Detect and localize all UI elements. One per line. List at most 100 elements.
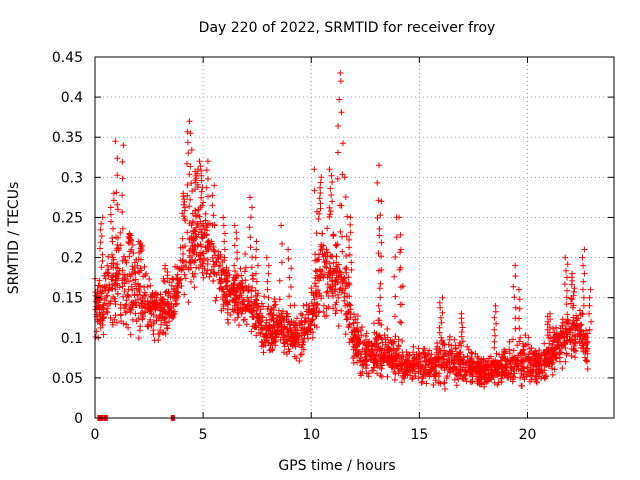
data-point bbox=[133, 256, 140, 263]
data-point bbox=[202, 244, 209, 251]
data-point-peak bbox=[317, 200, 324, 207]
data-point-peak bbox=[231, 262, 238, 269]
data-point bbox=[113, 273, 120, 280]
data-point bbox=[224, 316, 231, 323]
data-point-peak bbox=[337, 70, 344, 76]
data-point bbox=[218, 272, 225, 278]
data-point bbox=[481, 372, 488, 379]
data-point bbox=[582, 336, 589, 343]
data-point bbox=[296, 342, 303, 349]
data-point-peak bbox=[586, 326, 593, 333]
data-point bbox=[549, 371, 556, 378]
data-point bbox=[357, 370, 364, 377]
data-point bbox=[328, 278, 335, 285]
data-point bbox=[462, 367, 468, 374]
data-point bbox=[162, 331, 169, 337]
data-point bbox=[278, 323, 285, 330]
data-point bbox=[543, 356, 550, 362]
data-point bbox=[514, 352, 521, 359]
data-point bbox=[499, 354, 506, 361]
data-point bbox=[571, 333, 578, 340]
data-point bbox=[141, 263, 148, 270]
data-point bbox=[117, 229, 124, 236]
data-point bbox=[238, 280, 245, 287]
data-point bbox=[410, 366, 417, 373]
data-point bbox=[430, 382, 437, 388]
data-point bbox=[322, 258, 329, 265]
y-tick-label: 0.05 bbox=[52, 371, 83, 387]
data-point-peak bbox=[397, 231, 404, 238]
data-point-peak bbox=[458, 329, 465, 335]
data-point bbox=[146, 304, 153, 311]
data-point bbox=[484, 358, 491, 364]
data-point-peak bbox=[164, 269, 171, 275]
data-point bbox=[114, 290, 121, 297]
data-point bbox=[197, 249, 204, 256]
data-point bbox=[563, 326, 570, 333]
data-point bbox=[475, 362, 482, 369]
data-point bbox=[349, 338, 356, 345]
data-point bbox=[139, 303, 146, 310]
data-point bbox=[100, 313, 107, 320]
data-point bbox=[119, 257, 126, 264]
data-point bbox=[249, 307, 256, 314]
data-point bbox=[373, 361, 380, 368]
data-point-peak bbox=[113, 189, 120, 196]
data-point-peak bbox=[233, 235, 240, 242]
data-point bbox=[272, 330, 279, 337]
data-point bbox=[207, 270, 214, 277]
data-point-peak bbox=[161, 278, 168, 285]
data-point-peak bbox=[231, 222, 238, 229]
data-point-peak bbox=[510, 283, 517, 290]
data-point bbox=[330, 231, 337, 238]
data-point bbox=[356, 334, 363, 341]
data-point-peak bbox=[316, 210, 323, 217]
data-point bbox=[107, 300, 114, 307]
data-point bbox=[341, 297, 348, 304]
data-point bbox=[367, 353, 374, 360]
data-point-peak bbox=[458, 310, 465, 317]
data-point bbox=[109, 235, 116, 241]
data-point bbox=[249, 272, 256, 279]
data-point bbox=[331, 268, 338, 275]
data-point bbox=[426, 356, 433, 363]
data-point bbox=[415, 351, 422, 358]
data-point bbox=[141, 284, 148, 291]
data-point-peak bbox=[98, 264, 105, 271]
data-point-peak bbox=[346, 244, 353, 251]
data-point-peak bbox=[342, 194, 349, 200]
data-point bbox=[510, 374, 517, 381]
data-point-peak bbox=[329, 198, 336, 205]
data-point bbox=[311, 322, 318, 329]
data-point bbox=[551, 346, 558, 353]
data-point bbox=[313, 257, 320, 264]
data-point bbox=[584, 358, 591, 365]
data-point bbox=[95, 282, 102, 289]
data-point bbox=[176, 279, 183, 286]
data-point bbox=[211, 261, 218, 268]
data-point bbox=[426, 347, 433, 354]
data-point bbox=[122, 257, 129, 264]
data-point bbox=[410, 349, 417, 356]
data-point bbox=[237, 304, 244, 311]
data-point bbox=[568, 353, 575, 359]
data-point bbox=[314, 256, 321, 263]
data-point bbox=[240, 296, 247, 303]
data-point bbox=[329, 283, 336, 289]
data-point bbox=[156, 301, 163, 308]
data-point bbox=[390, 340, 397, 347]
data-point-peak bbox=[348, 266, 355, 273]
data-point bbox=[475, 378, 481, 385]
data-point bbox=[103, 293, 110, 300]
data-point bbox=[384, 326, 391, 332]
data-point bbox=[120, 253, 127, 260]
data-point bbox=[388, 353, 395, 360]
data-point bbox=[365, 373, 372, 380]
data-point bbox=[253, 332, 260, 339]
data-point bbox=[468, 349, 474, 356]
data-point-peak bbox=[511, 294, 518, 301]
data-point bbox=[333, 274, 340, 281]
data-point bbox=[549, 365, 556, 372]
data-point bbox=[544, 360, 551, 367]
data-point bbox=[506, 346, 513, 353]
